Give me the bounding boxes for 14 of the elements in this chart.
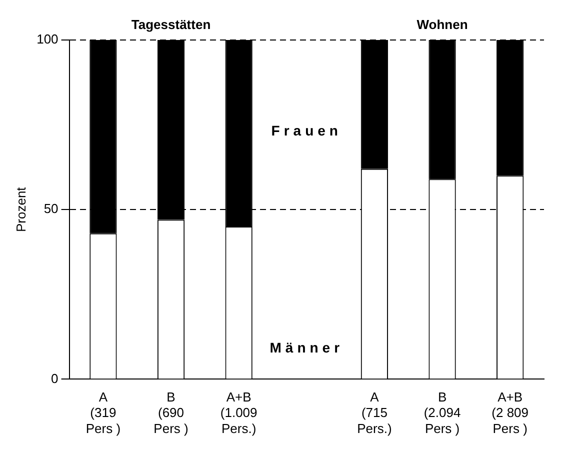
y-axis-title: Prozent <box>13 186 28 232</box>
text: Tagesstätten <box>131 17 211 32</box>
x-tick-label: A (715 Pers.) <box>357 390 392 436</box>
text: Wohnen <box>416 17 468 32</box>
y-tick-label: 50 <box>44 201 58 216</box>
y-tick-label: 100 <box>36 32 58 47</box>
x-tick-label: B (690 Pers ) <box>154 390 188 436</box>
x-tick-label: A+B (1.009 Pers.) <box>220 390 258 436</box>
x-tick-label: A (319 Pers ) <box>86 390 121 436</box>
x-tick-label: A+B (2 809 Pers ) <box>492 390 529 436</box>
series-label: Frauen <box>271 122 342 138</box>
x-tick-label: B (2.094 Pers ) <box>424 390 461 436</box>
series-label: Männer <box>270 340 344 356</box>
y-tick-label: 0 <box>51 370 58 386</box>
